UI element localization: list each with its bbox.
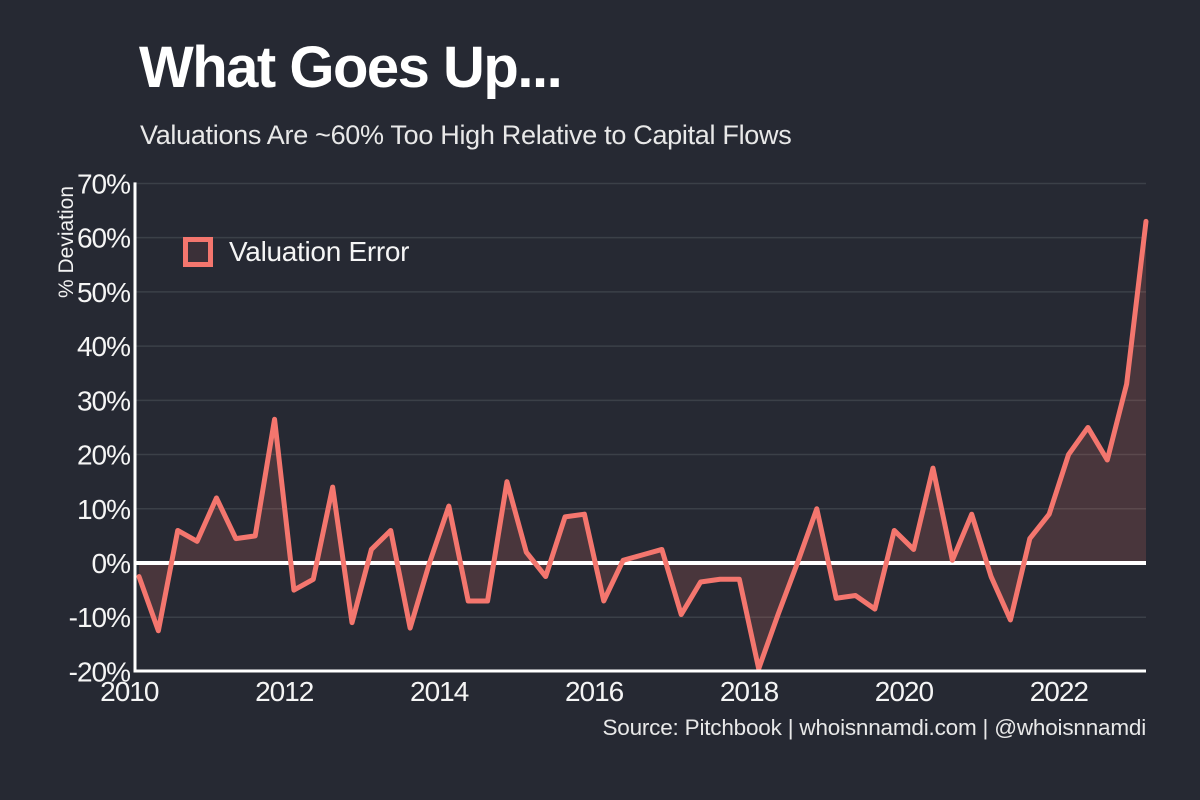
x-tick-label: 2018: [720, 676, 779, 707]
legend: Valuation Error: [183, 236, 410, 267]
source-credit: Source: Pitchbook | whoisnnamdi.com | @w…: [602, 715, 1146, 740]
chart-title: What Goes Up...: [139, 35, 563, 100]
y-tick-label: 40%: [77, 331, 130, 362]
legend-label: Valuation Error: [229, 236, 410, 267]
y-axis-line: [133, 182, 137, 673]
y-tick-label: 60%: [77, 223, 130, 254]
valuation-error-area: [139, 221, 1146, 669]
x-tick-label: 2012: [255, 676, 314, 707]
legend-swatch: [183, 237, 213, 267]
valuation-error-line: [136, 218, 1149, 672]
x-tick-label: 2022: [1030, 676, 1089, 707]
y-tick-label: 30%: [77, 385, 130, 416]
y-tick-label: 20%: [77, 440, 130, 471]
x-tick-label: 2016: [565, 676, 624, 707]
x-tick-label: 2010: [100, 676, 159, 707]
x-axis-line: [133, 669, 1146, 673]
y-tick-label: -10%: [69, 602, 130, 633]
y-tick-label: 70%: [77, 168, 130, 199]
chart-subtitle: Valuations Are ~60% Too High Relative to…: [140, 120, 792, 150]
x-tick-label: 2020: [875, 676, 934, 707]
y-tick-label: 50%: [77, 277, 130, 308]
x-tick-label: 2014: [410, 676, 469, 707]
y-tick-label: -20%: [69, 656, 130, 687]
y-tick-label: 10%: [77, 494, 130, 525]
y-tick-label: 0%: [92, 548, 131, 579]
